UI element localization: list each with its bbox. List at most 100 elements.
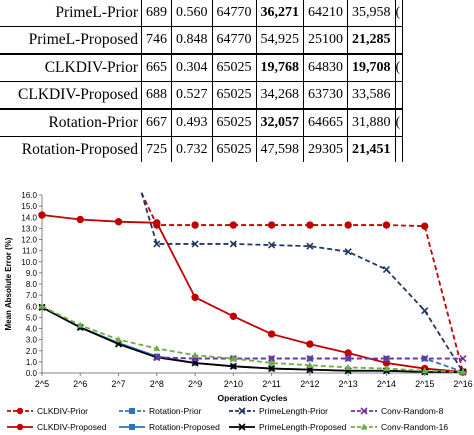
table-row: CLKDIV-Proposed 688 0.527 65025 34,268 63730 3… — [0, 81, 403, 110]
series-conv-random-16-point — [344, 363, 352, 371]
y-tick-label: 9.0 — [26, 269, 38, 278]
series-primelength-proposed-line — [41, 306, 463, 373]
table-cell: 19,768 — [255, 53, 304, 82]
table-cell: 746 — [141, 26, 172, 55]
table-cell: 34,268 — [255, 81, 304, 110]
series-clkdiv-proposed-point — [38, 211, 46, 219]
series-conv-random-16-point — [383, 364, 390, 372]
table-cell: 36,271 — [255, 0, 304, 27]
table-row: CLKDIV-Prior 665 0.304 65025 19,768 64830 19,7… — [0, 53, 403, 82]
x-tick-label: 2^6 — [73, 379, 87, 389]
x-tick-label: 2^12 — [300, 379, 319, 389]
series-primelength-prior-line — [140, 192, 464, 373]
series-conv-random-8-point — [153, 353, 161, 361]
y-tick-label: 14.0 — [21, 213, 37, 222]
results-table: PrimeL-Prior 689 0.560 64770 36,271 64210 35,9… — [0, 0, 403, 162]
legend-label: CLKDIV-Proposed — [37, 422, 107, 432]
series-conv-random-16-point — [421, 367, 429, 374]
table-cell: 688 — [141, 81, 172, 110]
legend-label: Conv-Random-16 — [381, 422, 449, 432]
legend-item: CLKDIV-Proposed — [6, 420, 106, 434]
truncated-cell — [394, 26, 403, 55]
series-clkdiv-proposed-point — [229, 312, 238, 320]
legend-swatch — [351, 423, 377, 430]
legend-swatch — [119, 424, 145, 430]
y-tick-label: 0.0 — [26, 369, 38, 378]
table-cell: 64665 — [303, 108, 348, 137]
table-cell: 47,598 — [255, 136, 304, 162]
series-primelength-prior-point — [191, 240, 199, 248]
series-conv-random-16-point — [191, 351, 199, 358]
y-tick-label: 10.0 — [21, 258, 37, 267]
series-conv-random-16-point — [76, 321, 84, 328]
legend-swatch — [229, 423, 255, 431]
y-tick-label: 2.0 — [26, 347, 38, 356]
legend-label: CLKDIV-Prior — [37, 406, 89, 416]
truncated-cell: ( — [394, 108, 403, 137]
row-name-cell: CLKDIV-Proposed — [0, 81, 142, 110]
x-tick-label: 2^5 — [35, 379, 49, 389]
series-clkdiv-proposed-point — [267, 330, 276, 338]
legend-label: Rotation-Prior — [149, 406, 202, 416]
series-conv-random-16-point — [115, 336, 122, 343]
legend-item: Rotation-Prior — [118, 404, 201, 418]
y-tick-label: 11.0 — [22, 247, 38, 256]
series-clkdiv-prior-point — [191, 221, 199, 229]
series-clkdiv-prior-line — [140, 192, 464, 373]
y-tick-label: 5.0 — [26, 313, 38, 322]
legend-item: Conv-Random-16 — [350, 420, 448, 434]
table-cell: 64830 — [303, 53, 348, 82]
y-tick-label: 7.0 — [26, 291, 38, 300]
legend-item: Rotation-Proposed — [118, 420, 220, 434]
legend-label: Conv-Random-8 — [381, 406, 444, 416]
table-cell: 21,285 — [347, 26, 396, 55]
y-tick-label: 13.0 — [21, 224, 37, 233]
series-clkdiv-prior-point — [421, 222, 429, 230]
x-tick-label: 2^11 — [262, 379, 281, 389]
legend-swatch — [351, 407, 377, 415]
x-tick-label: 2^16 — [453, 379, 472, 389]
results-table-region: PrimeL-Prior 689 0.560 64770 36,271 64210 35,9… — [0, 0, 474, 162]
mae-chart: 0.0 1.0 2.0 3.0 4.0 5.0 6.0 7.0 8.0 9.0 10.0 11.0 12… — [0, 180, 474, 435]
legend-swatch — [229, 407, 255, 415]
series-conv-random-8-point — [382, 354, 391, 363]
series-clkdiv-prior-point — [267, 221, 276, 229]
table-cell: 689 — [141, 0, 172, 27]
series-conv-random-16-point — [459, 368, 467, 375]
legend-swatch — [7, 423, 33, 431]
table-cell: 65025 — [211, 81, 257, 110]
table-cell: 0.848 — [171, 26, 213, 55]
series-conv-random-16-point — [153, 344, 161, 352]
series-clkdiv-proposed-point — [306, 340, 314, 348]
table-cell: 64770 — [211, 0, 257, 27]
series-conv-random-8-point — [344, 354, 352, 363]
table-cell: 25100 — [303, 26, 348, 55]
series-conv-random-8-point — [459, 354, 467, 363]
legend-label: PrimeLength-Prior — [259, 406, 328, 416]
series-clkdiv-prior-point — [344, 221, 352, 229]
table-cell: 0.493 — [171, 108, 213, 137]
x-tick-label: 2^10 — [224, 379, 243, 389]
table-row: PrimeL-Proposed 746 0.848 64770 54,925 25100 2… — [0, 26, 403, 55]
series-rotation-proposed-line — [41, 306, 463, 373]
series-conv-random-8-point — [306, 354, 314, 363]
table-cell: 65025 — [211, 136, 257, 162]
y-tick-label: 8.0 — [26, 280, 38, 289]
series-primelength-prior-point — [153, 240, 161, 248]
y-tick-label: 15.0 — [21, 202, 37, 211]
table-cell: 63730 — [303, 81, 348, 110]
y-tick-label: 12.0 — [21, 236, 37, 245]
series-primelength-prior-point — [382, 265, 391, 274]
table-cell: 0.560 — [171, 0, 213, 27]
legend-swatch — [119, 408, 145, 414]
table-cell: 33,586 — [347, 81, 396, 110]
table-cell: 725 — [141, 136, 172, 162]
y-tick-label: 1.0 — [26, 358, 38, 367]
x-axis-label: Operation Cycles — [218, 393, 288, 402]
series-primelength-prior-point — [268, 241, 276, 249]
table-cell: 32,057 — [255, 108, 304, 137]
x-tick-label: 2^14 — [377, 379, 396, 389]
table-cell: 64770 — [211, 26, 257, 55]
row-name-cell: Rotation-Prior — [0, 108, 142, 137]
y-tick-label: 4.0 — [26, 325, 38, 334]
